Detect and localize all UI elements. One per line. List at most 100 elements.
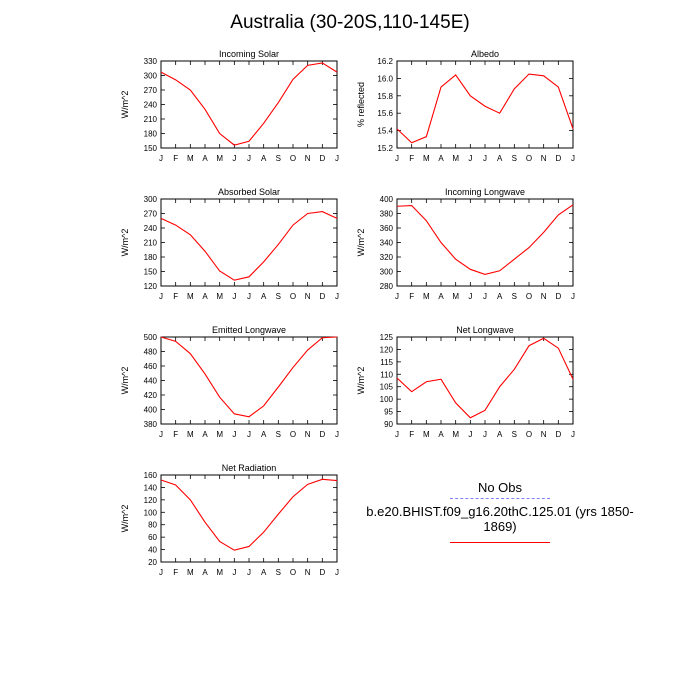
series-line-0 <box>396 204 574 275</box>
plot-frame <box>396 198 574 287</box>
x-tick-label: D <box>319 154 325 163</box>
y-tick-label: 460 <box>144 362 158 371</box>
x-tick-label: M <box>452 430 459 439</box>
x-tick-label: O <box>526 430 532 439</box>
x-tick-label: J <box>247 154 251 163</box>
y-axis-label: W/m^2 <box>120 505 130 533</box>
y-axis-label: W/m^2 <box>356 367 366 395</box>
x-tick-label: J <box>483 430 487 439</box>
x-tick-label: A <box>261 292 267 301</box>
y-tick-label: 240 <box>144 224 158 233</box>
y-tick-label: 400 <box>380 195 394 204</box>
x-tick-label: F <box>173 568 178 577</box>
x-tick-label: J <box>468 154 472 163</box>
y-tick-label: 360 <box>380 224 394 233</box>
x-tick-label: O <box>526 292 532 301</box>
y-tick-label: 15.4 <box>377 127 393 136</box>
x-tick-label: A <box>497 292 503 301</box>
plot-frame <box>396 336 574 425</box>
y-tick-label: 150 <box>144 268 158 277</box>
y-tick-label: 15.8 <box>377 92 393 101</box>
y-tick-label: 95 <box>384 408 393 417</box>
y-tick-label: 115 <box>380 358 393 367</box>
x-tick-label: D <box>555 430 561 439</box>
x-tick-label: J <box>247 568 251 577</box>
x-tick-label: J <box>395 430 399 439</box>
chart-panel-6: Net Radiation W/m^2 20 40 60 80 100 120 140 160 J F… <box>120 463 339 577</box>
y-tick-label: 125 <box>380 333 394 342</box>
y-tick-label: 240 <box>144 101 158 110</box>
y-tick-label: 300 <box>144 195 158 204</box>
x-tick-label: M <box>187 154 194 163</box>
x-tick-label: S <box>276 568 281 577</box>
legend-model-line <box>450 542 550 543</box>
chart-panel-2: Absorbed Solar W/m^2 120 150 180 210 240 270 300… <box>120 187 339 301</box>
plot-frame <box>160 60 338 149</box>
x-tick-label: J <box>395 154 399 163</box>
y-tick-label: 110 <box>380 370 393 379</box>
legend-obs-line <box>450 498 550 499</box>
x-tick-label: D <box>319 568 325 577</box>
y-tick-label: 380 <box>144 420 158 429</box>
x-tick-label: J <box>571 430 575 439</box>
y-tick-label: 180 <box>144 130 158 139</box>
x-tick-label: A <box>261 430 267 439</box>
legend-obs-label: No Obs <box>477 480 523 495</box>
y-tick-label: 280 <box>380 282 394 291</box>
x-tick-label: M <box>452 154 459 163</box>
x-tick-label: A <box>497 430 503 439</box>
x-tick-label: S <box>512 292 517 301</box>
plot-frame <box>160 198 338 287</box>
chart-panel-0: Incoming Solar W/m^2 150 180 210 240 270 300 330… <box>120 49 339 163</box>
x-tick-label: J <box>159 292 163 301</box>
x-tick-label: M <box>216 430 223 439</box>
y-tick-label: 420 <box>144 391 158 400</box>
series-line-0 <box>160 478 338 551</box>
x-tick-label: J <box>468 430 472 439</box>
x-tick-label: F <box>409 430 414 439</box>
x-tick-label: J <box>232 154 236 163</box>
legend: No Obs b.e20.BHIST.f09_g16.20thC.125.01 … <box>355 480 645 548</box>
x-tick-label: J <box>571 292 575 301</box>
y-tick-label: 180 <box>144 253 158 262</box>
x-tick-label: A <box>438 430 444 439</box>
x-tick-label: A <box>202 568 208 577</box>
y-axis-label: W/m^2 <box>120 229 130 257</box>
x-tick-label: J <box>159 430 163 439</box>
chart-panel-3: Incoming Longwave W/m^2 280 300 320 340 360 380… <box>356 187 575 301</box>
series-line-0 <box>396 73 574 144</box>
y-tick-label: 400 <box>144 406 158 415</box>
x-tick-label: S <box>512 430 517 439</box>
x-tick-label: A <box>497 154 503 163</box>
legend-model-label: b.e20.BHIST.f09_g16.20thC.125.01 (yrs 18… <box>366 504 634 534</box>
panel-title: Emitted Longwave <box>212 325 286 335</box>
x-tick-label: J <box>247 430 251 439</box>
y-tick-label: 270 <box>144 210 158 219</box>
x-tick-label: N <box>305 430 311 439</box>
x-tick-label: M <box>216 292 223 301</box>
y-tick-label: 16.0 <box>377 74 393 83</box>
y-tick-label: 100 <box>380 395 394 404</box>
x-tick-label: J <box>159 568 163 577</box>
y-tick-label: 100 <box>144 508 158 517</box>
x-tick-label: J <box>483 154 487 163</box>
y-tick-label: 160 <box>144 471 158 480</box>
x-tick-label: M <box>423 430 430 439</box>
x-tick-label: N <box>305 292 311 301</box>
y-tick-label: 90 <box>384 420 393 429</box>
y-tick-label: 120 <box>144 282 158 291</box>
panel-title: Incoming Longwave <box>445 187 525 197</box>
y-tick-label: 15.2 <box>377 144 393 153</box>
y-tick-label: 440 <box>144 377 158 386</box>
y-tick-label: 300 <box>144 72 158 81</box>
x-tick-label: F <box>409 292 414 301</box>
x-tick-label: A <box>261 154 267 163</box>
y-tick-label: 20 <box>148 558 157 567</box>
y-tick-label: 40 <box>148 546 157 555</box>
x-tick-label: A <box>202 430 208 439</box>
x-tick-label: M <box>452 292 459 301</box>
x-tick-label: J <box>395 292 399 301</box>
x-tick-label: J <box>468 292 472 301</box>
x-tick-label: A <box>438 154 444 163</box>
